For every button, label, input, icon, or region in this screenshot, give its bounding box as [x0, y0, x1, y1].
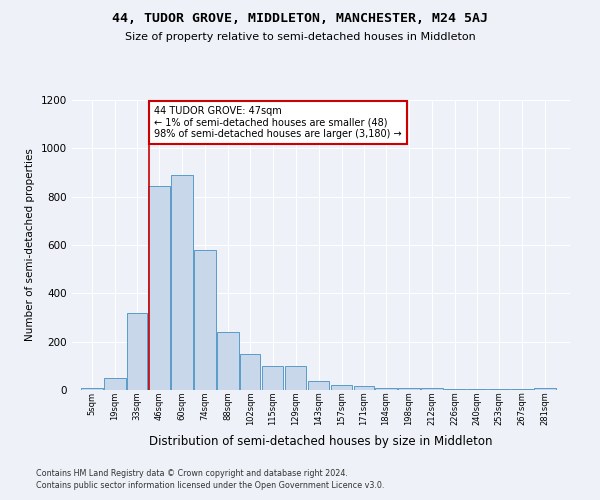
- Bar: [354, 386, 374, 390]
- Y-axis label: Number of semi-detached properties: Number of semi-detached properties: [25, 148, 35, 342]
- Bar: [421, 388, 443, 390]
- Bar: [194, 250, 216, 390]
- Bar: [375, 388, 397, 390]
- Bar: [444, 388, 466, 390]
- Text: Distribution of semi-detached houses by size in Middleton: Distribution of semi-detached houses by …: [149, 435, 493, 448]
- Bar: [398, 388, 420, 390]
- Text: 44 TUDOR GROVE: 47sqm
← 1% of semi-detached houses are smaller (48)
98% of semi-: 44 TUDOR GROVE: 47sqm ← 1% of semi-detac…: [154, 106, 402, 139]
- Bar: [148, 186, 170, 390]
- Bar: [535, 388, 556, 390]
- Bar: [284, 366, 307, 390]
- Text: Contains public sector information licensed under the Open Government Licence v3: Contains public sector information licen…: [36, 481, 385, 490]
- Bar: [308, 381, 329, 390]
- Bar: [127, 312, 147, 390]
- Bar: [488, 389, 510, 390]
- Text: 44, TUDOR GROVE, MIDDLETON, MANCHESTER, M24 5AJ: 44, TUDOR GROVE, MIDDLETON, MANCHESTER, …: [112, 12, 488, 26]
- Bar: [81, 388, 103, 390]
- Bar: [331, 384, 352, 390]
- Bar: [467, 389, 487, 390]
- Bar: [241, 354, 260, 390]
- Bar: [104, 378, 125, 390]
- Bar: [217, 332, 239, 390]
- Text: Size of property relative to semi-detached houses in Middleton: Size of property relative to semi-detach…: [125, 32, 475, 42]
- Bar: [262, 366, 283, 390]
- Bar: [171, 175, 193, 390]
- Text: Contains HM Land Registry data © Crown copyright and database right 2024.: Contains HM Land Registry data © Crown c…: [36, 468, 348, 477]
